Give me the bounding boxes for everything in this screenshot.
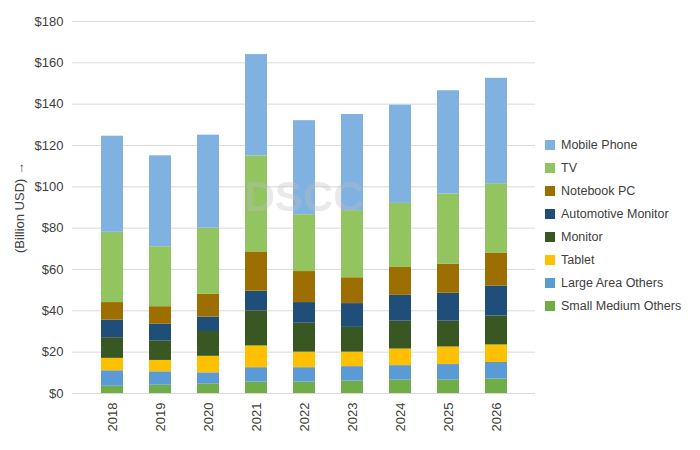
- svg-text:2025: 2025: [441, 403, 456, 432]
- svg-text:$20: $20: [42, 344, 64, 359]
- html-text:Tablet: Tablet: [561, 252, 595, 267]
- svg-text:2023: 2023: [345, 403, 360, 432]
- svg-text:2026: 2026: [489, 403, 504, 432]
- svg-text:$140: $140: [35, 96, 64, 111]
- html-text:Monitor: Monitor: [561, 229, 603, 244]
- svg-text:2022: 2022: [297, 403, 312, 432]
- svg-text:DSCC: DSCC: [244, 173, 363, 220]
- html-text:Automotive Monitor: Automotive Monitor: [561, 206, 669, 221]
- svg-text:(Billion USD) →: (Billion USD) →: [12, 162, 27, 253]
- svg-text:$80: $80: [42, 220, 64, 235]
- html-text:Large Area Others: Large Area Others: [561, 275, 664, 290]
- html-text:TV: TV: [561, 160, 577, 175]
- svg-text:$60: $60: [42, 262, 64, 277]
- svg-text:$40: $40: [42, 303, 64, 318]
- svg-text:2020: 2020: [201, 403, 216, 432]
- svg-text:$160: $160: [35, 55, 64, 70]
- svg-text:2018: 2018: [105, 403, 120, 432]
- svg-text:$120: $120: [35, 138, 64, 153]
- html-text:Small Medium Others: Small Medium Others: [561, 298, 682, 313]
- svg-text:$180: $180: [35, 14, 64, 29]
- svg-text:2021: 2021: [249, 403, 264, 432]
- svg-text:2019: 2019: [153, 403, 168, 432]
- html-text:Notebook PC: Notebook PC: [561, 183, 636, 198]
- svg-text:$100: $100: [35, 179, 64, 194]
- svg-text:$0: $0: [49, 386, 63, 401]
- svg-text:2024: 2024: [393, 403, 408, 432]
- html-text:Mobile Phone: Mobile Phone: [561, 137, 638, 152]
